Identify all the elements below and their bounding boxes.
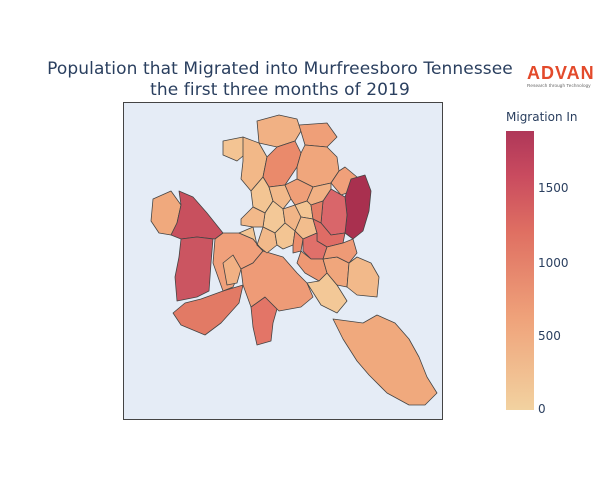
- colorbar-title: Migration In: [506, 110, 578, 124]
- region-west-small[interactable]: [222, 254, 242, 286]
- region-east-tall[interactable]: [344, 174, 372, 240]
- colorbar-gradient: [506, 131, 534, 410]
- region-west-core-link[interactable]: [238, 226, 264, 252]
- colorbar-tick-1000: 1000: [538, 256, 569, 270]
- region-southeast-small[interactable]: [346, 256, 380, 298]
- colorbar-tick-0: 0: [538, 402, 546, 416]
- advan-logo: ADVAN Research through Technology: [527, 64, 597, 89]
- region-core-north-1[interactable]: [268, 184, 292, 210]
- chart-title-line-1: Population that Migrated into Murfreesbo…: [47, 59, 513, 79]
- region-core-south-3[interactable]: [292, 230, 304, 254]
- region-south-2[interactable]: [306, 272, 348, 314]
- region-east-south[interactable]: [322, 238, 358, 264]
- colorbar-tick-500: 500: [538, 329, 561, 343]
- map-svg: [150, 114, 438, 406]
- chart-title: Population that Migrated into Murfreesbo…: [30, 59, 530, 101]
- logo-tagline: Research through Technology: [527, 83, 591, 88]
- logo-wordmark: ADVAN: [527, 63, 595, 83]
- region-southwest[interactable]: [172, 284, 244, 336]
- region-west-tall[interactable]: [174, 236, 214, 302]
- region-west-dark[interactable]: [170, 190, 224, 240]
- region-north-top[interactable]: [256, 114, 302, 148]
- colorbar-tick-1500: 1500: [538, 181, 569, 195]
- region-southeast[interactable]: [332, 314, 438, 406]
- region-north-east-top[interactable]: [298, 122, 338, 148]
- region-west-arm[interactable]: [240, 206, 266, 228]
- region-core-south-1[interactable]: [256, 226, 278, 254]
- choropleth-map[interactable]: [123, 102, 443, 420]
- chart-title-line-2: the first three months of 2019: [150, 80, 410, 100]
